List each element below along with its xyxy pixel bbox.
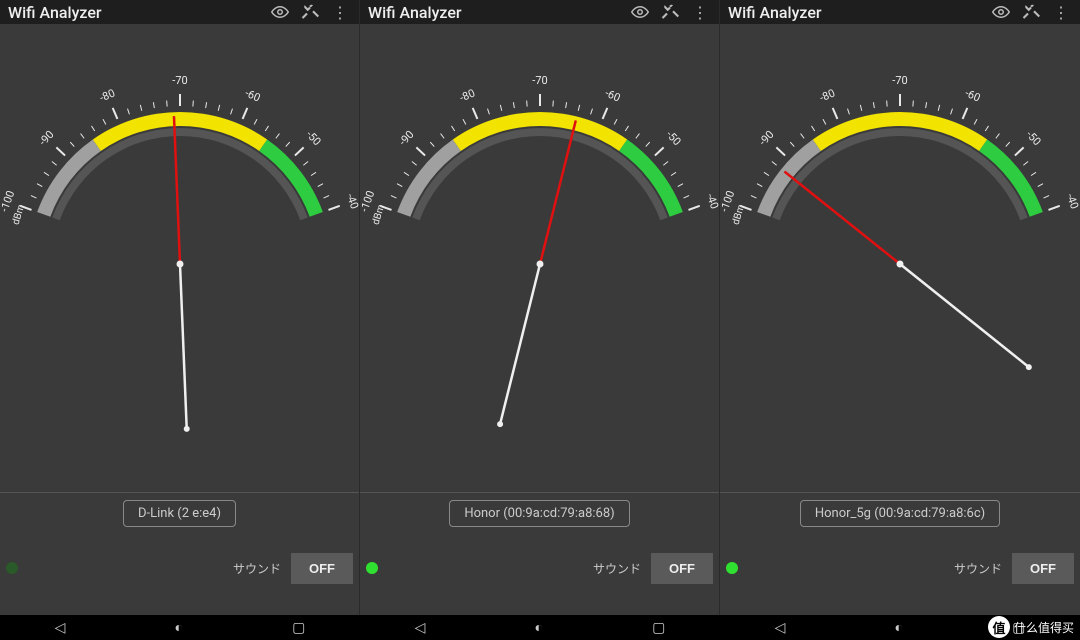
eye-icon[interactable] [269,1,291,23]
sound-toggle-button[interactable]: OFF [1012,553,1074,584]
signal-gauge: -100-90-80-70-60-50-40dBm [720,24,1080,454]
ssid-selector[interactable]: Honor (00:9a:cd:79:a8:68) [449,500,629,527]
sound-toggle-button[interactable]: OFF [291,553,353,584]
tools-icon[interactable] [1020,1,1042,23]
tools-icon[interactable] [659,1,681,23]
ssid-selector[interactable]: Honor_5g (00:9a:cd:79:a8:6c) [800,500,1000,527]
panel: Wifi Analyzer ⋮ -100-90-80-70-60-50-40dB… [360,0,720,615]
sound-label: サウンド [593,560,641,577]
app-title: Wifi Analyzer [368,3,621,22]
svg-text:-80: -80 [98,86,117,104]
status-dot [726,562,738,574]
app-title: Wifi Analyzer [8,3,261,22]
svg-text:-90: -90 [757,128,777,148]
svg-text:dBm: dBm [731,203,748,226]
svg-text:-70: -70 [532,74,547,87]
sound-toggle-button[interactable]: OFF [651,553,713,584]
nav-back-icon[interactable]: ◁ [775,620,786,636]
watermark-text: 什么值得买 [1014,619,1074,636]
eye-icon[interactable] [629,1,651,23]
topbar: Wifi Analyzer ⋮ [720,0,1080,24]
svg-text:-40: -40 [344,192,360,211]
eye-icon[interactable] [990,1,1012,23]
svg-text:-90: -90 [397,128,417,148]
svg-text:-50: -50 [303,128,323,148]
svg-text:-50: -50 [1023,128,1043,148]
menu-icon[interactable]: ⋮ [1050,1,1072,23]
sound-label: サウンド [954,560,1002,577]
android-navbar: ◁ ◐ ▢ ◁ ◐ ▢ ◁ ◐ ▢ [0,615,1080,640]
svg-text:dBm: dBm [11,203,28,226]
nav-recent-icon[interactable]: ▢ [292,620,305,636]
nav-back-icon[interactable]: ◁ [55,620,66,636]
svg-text:-80: -80 [818,86,837,104]
nav-home-icon[interactable]: ◐ [535,619,543,636]
signal-gauge: -100-90-80-70-60-50-40dBm [360,24,719,454]
svg-text:-70: -70 [892,74,907,87]
svg-text:-60: -60 [243,86,262,104]
panel: Wifi Analyzer ⋮ -100-90-80-70-60-50-40dB… [0,0,360,615]
status-dot [366,562,378,574]
watermark-badge: 值 [988,616,1010,638]
svg-text:-80: -80 [458,86,477,104]
svg-text:-60: -60 [963,86,982,104]
svg-text:-50: -50 [663,128,683,148]
menu-icon[interactable]: ⋮ [689,1,711,23]
divider [0,492,359,493]
topbar: Wifi Analyzer ⋮ [360,0,719,24]
nav-home-icon[interactable]: ◐ [895,619,903,636]
svg-text:-60: -60 [603,86,622,104]
signal-gauge: -100-90-80-70-60-50-40dBm [0,24,359,454]
svg-text:-40: -40 [704,192,720,211]
svg-text:-90: -90 [37,128,57,148]
status-dot [6,562,18,574]
nav-back-icon[interactable]: ◁ [415,620,426,636]
topbar: Wifi Analyzer ⋮ [0,0,359,24]
app-title: Wifi Analyzer [728,3,982,22]
nav-recent-icon[interactable]: ▢ [652,620,665,636]
tools-icon[interactable] [299,1,321,23]
nav-home-icon[interactable]: ◐ [175,619,183,636]
sound-label: サウンド [233,560,281,577]
divider [720,492,1080,493]
svg-text:-70: -70 [172,74,187,87]
svg-text:-40: -40 [1064,192,1080,211]
panel: Wifi Analyzer ⋮ -100-90-80-70-60-50-40dB… [720,0,1080,615]
divider [360,492,719,493]
menu-icon[interactable]: ⋮ [329,1,351,23]
watermark: 值 什么值得买 [988,616,1074,638]
ssid-selector[interactable]: D-Link (2 e:e4) [123,500,236,527]
svg-text:dBm: dBm [371,203,388,226]
